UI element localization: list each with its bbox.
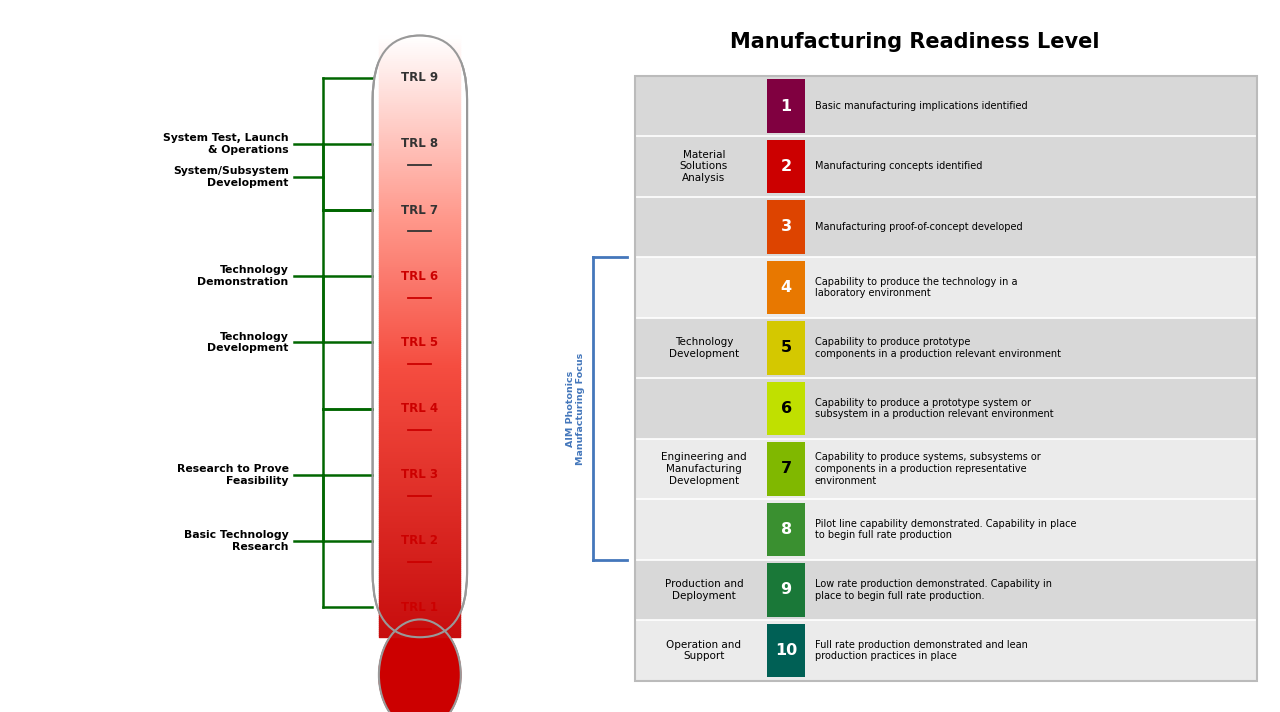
- Bar: [635, 378, 1257, 439]
- Text: TRL 5: TRL 5: [401, 336, 439, 349]
- Text: 8: 8: [781, 522, 792, 537]
- Bar: [635, 136, 1257, 197]
- Text: 1: 1: [781, 98, 792, 113]
- Text: Basic manufacturing implications identified: Basic manufacturing implications identif…: [814, 101, 1028, 111]
- Text: 2: 2: [781, 159, 792, 174]
- Text: Pilot line capability demonstrated. Capability in place
to begin full rate produ: Pilot line capability demonstrated. Capa…: [814, 518, 1076, 540]
- Text: 5: 5: [781, 340, 792, 355]
- Bar: [767, 442, 805, 496]
- Text: TRL 8: TRL 8: [401, 137, 439, 150]
- Bar: [767, 79, 805, 133]
- Text: Basic Technology
Research: Basic Technology Research: [184, 530, 289, 552]
- Text: Research to Prove
Feasibility: Research to Prove Feasibility: [177, 464, 289, 486]
- Text: TRL 4: TRL 4: [401, 402, 439, 415]
- Bar: [767, 261, 805, 314]
- Text: System Test, Launch
& Operations: System Test, Launch & Operations: [163, 133, 289, 155]
- Text: 7: 7: [781, 461, 792, 476]
- Bar: [767, 321, 805, 375]
- Bar: [635, 620, 1257, 681]
- Text: TRL 6: TRL 6: [401, 270, 439, 283]
- Bar: [635, 499, 1257, 560]
- Text: TRL 9: TRL 9: [401, 71, 439, 84]
- Bar: [767, 200, 805, 253]
- Text: Technology
Demonstration: Technology Demonstration: [197, 266, 289, 287]
- Bar: [635, 75, 1257, 136]
- Text: 9: 9: [781, 582, 792, 597]
- Text: System/Subsystem
Development: System/Subsystem Development: [173, 166, 289, 188]
- Text: TRL 7: TRL 7: [402, 204, 438, 216]
- Text: Material
Solutions
Analysis: Material Solutions Analysis: [680, 150, 728, 183]
- Text: Engineering and
Manufacturing
Development: Engineering and Manufacturing Developmen…: [662, 452, 746, 486]
- Text: Manufacturing concepts identified: Manufacturing concepts identified: [814, 162, 982, 172]
- Text: TRL 3: TRL 3: [402, 468, 438, 481]
- Bar: [635, 197, 1257, 257]
- Text: Capability to produce systems, subsystems or
components in a production represen: Capability to produce systems, subsystem…: [814, 452, 1041, 486]
- Bar: [635, 560, 1257, 620]
- Text: 3: 3: [781, 219, 792, 234]
- Bar: [767, 382, 805, 435]
- Bar: [635, 318, 1257, 378]
- Bar: [767, 624, 805, 677]
- Bar: [635, 439, 1257, 499]
- Text: Capability to produce the technology in a
laboratory environment: Capability to produce the technology in …: [814, 277, 1018, 298]
- Bar: [635, 75, 1257, 681]
- Text: Capability to produce prototype
components in a production relevant environment: Capability to produce prototype componen…: [814, 337, 1061, 359]
- Text: Production and
Deployment: Production and Deployment: [664, 579, 744, 601]
- Bar: [767, 140, 805, 194]
- Text: 6: 6: [781, 401, 792, 416]
- Text: TRL 2: TRL 2: [402, 535, 438, 548]
- Text: Full rate production demonstrated and lean
production practices in place: Full rate production demonstrated and le…: [814, 639, 1028, 661]
- Bar: [767, 503, 805, 556]
- Text: Technology
Development: Technology Development: [207, 332, 289, 353]
- Text: Operation and
Support: Operation and Support: [667, 639, 741, 661]
- Bar: [767, 563, 805, 617]
- Text: 10: 10: [776, 643, 797, 658]
- Bar: [635, 257, 1257, 318]
- Text: Technology
Development: Technology Development: [669, 337, 739, 359]
- Text: Manufacturing Readiness Level: Manufacturing Readiness Level: [731, 31, 1100, 51]
- Text: TRL 1: TRL 1: [402, 601, 438, 614]
- FancyBboxPatch shape: [372, 36, 467, 637]
- Text: Manufacturing proof-of-concept developed: Manufacturing proof-of-concept developed: [814, 222, 1023, 232]
- Text: Low rate production demonstrated. Capability in
place to begin full rate product: Low rate production demonstrated. Capabi…: [814, 579, 1052, 601]
- Text: Capability to produce a prototype system or
subsystem in a production relevant e: Capability to produce a prototype system…: [814, 398, 1053, 419]
- Text: AIM Photonics
Manufacturing Focus: AIM Photonics Manufacturing Focus: [566, 352, 585, 465]
- Text: 4: 4: [781, 280, 792, 295]
- Circle shape: [379, 619, 461, 712]
